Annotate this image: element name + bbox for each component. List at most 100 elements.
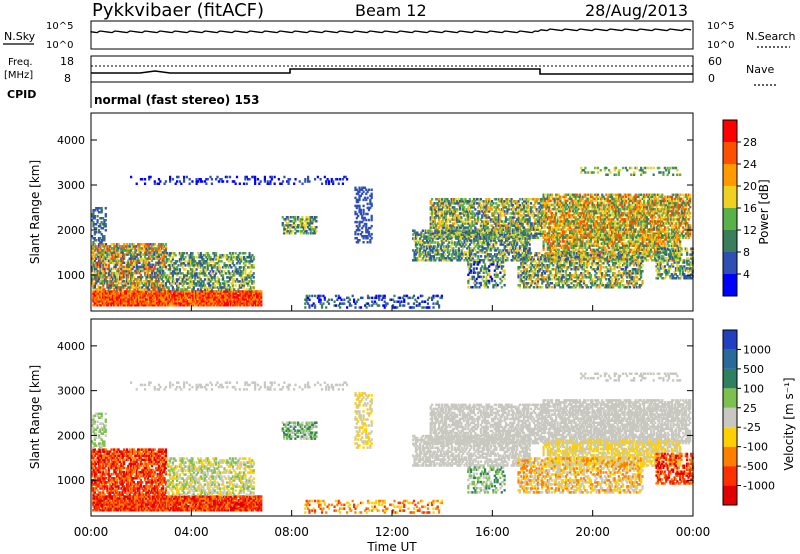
power-cell <box>234 182 237 185</box>
power-cell <box>492 233 495 236</box>
power-cell <box>370 196 373 200</box>
power-cell <box>504 259 508 262</box>
power-cell <box>485 220 488 223</box>
power-cell <box>213 266 216 269</box>
power-cell <box>171 294 174 297</box>
power-cell <box>189 260 193 263</box>
power-cell <box>517 214 520 217</box>
power-cell <box>153 243 156 246</box>
power-cell <box>269 182 272 185</box>
power-cell <box>99 237 102 240</box>
power-cell <box>503 245 506 248</box>
power-cell <box>493 228 496 231</box>
power-cell <box>157 243 161 246</box>
power-cell <box>168 304 171 307</box>
power-cell <box>460 245 463 248</box>
power-cell <box>115 294 119 297</box>
power-cell <box>100 249 103 252</box>
power-cell <box>492 255 495 258</box>
power-cell <box>509 241 512 244</box>
power-cell <box>118 302 121 305</box>
power-cell <box>450 247 454 250</box>
power-cell <box>284 224 287 227</box>
power-cell <box>555 224 558 227</box>
power-cell <box>542 222 545 225</box>
power-cell <box>168 300 171 303</box>
power-cell <box>370 214 373 218</box>
power-cell <box>482 206 485 209</box>
power-cell <box>477 261 480 264</box>
power-cell <box>244 262 247 265</box>
power-cell <box>191 276 194 279</box>
power-cell <box>154 294 157 297</box>
power-cell <box>120 267 123 271</box>
power-cell <box>285 232 289 235</box>
power-cell <box>357 204 360 208</box>
power-cell <box>154 302 157 305</box>
power-cell <box>210 268 214 271</box>
power-cell <box>143 243 147 246</box>
power-cell <box>482 275 485 279</box>
power-cell <box>120 300 123 303</box>
power-cell <box>247 302 250 305</box>
power-cell <box>199 262 202 265</box>
power-cell <box>171 266 175 269</box>
power-cell <box>95 300 98 303</box>
power-cell <box>160 253 163 256</box>
power-cell <box>176 286 179 289</box>
power-cell <box>117 253 120 256</box>
power-cell <box>231 282 234 285</box>
power-cell <box>195 256 198 259</box>
power-cell <box>111 257 115 260</box>
power-cell <box>441 231 444 234</box>
power-cell <box>162 253 165 256</box>
power-cell <box>489 253 492 256</box>
power-cell <box>162 247 165 250</box>
power-cell <box>549 220 552 223</box>
power-cell <box>188 262 191 265</box>
power-cell <box>102 259 105 262</box>
power-cell <box>121 247 124 250</box>
power-cell <box>122 290 125 293</box>
power-cell <box>431 247 434 250</box>
power-cell <box>215 280 218 283</box>
power-cell <box>362 224 365 228</box>
power-cell <box>245 288 248 291</box>
power-cell <box>249 278 253 281</box>
power-cell <box>457 237 461 240</box>
nave-tick-high: 60 <box>708 55 722 68</box>
power-cell <box>432 220 435 223</box>
power-cell <box>247 276 250 279</box>
power-cell <box>490 236 494 239</box>
power-cell <box>171 302 174 305</box>
power-cell <box>541 198 544 201</box>
power-cell <box>489 231 492 234</box>
power-cell <box>365 212 368 216</box>
power-cell <box>365 192 368 196</box>
power-cell <box>160 251 163 254</box>
power-cell <box>517 218 520 221</box>
power-cell <box>213 254 216 257</box>
power-cell <box>181 256 184 259</box>
power-cell <box>136 298 139 301</box>
power-cell <box>197 290 200 293</box>
power-cell <box>163 292 166 295</box>
power-cell <box>481 249 484 252</box>
power-cell <box>100 290 103 293</box>
power-cell <box>92 282 95 285</box>
power-cell <box>159 261 162 265</box>
power-cell <box>142 269 145 273</box>
power-cell <box>425 247 429 250</box>
power-cell <box>482 247 486 250</box>
power-cell <box>316 175 319 179</box>
power-cell <box>252 276 255 279</box>
power-cell <box>468 249 472 252</box>
power-cell <box>299 220 303 223</box>
power-cell <box>449 237 452 240</box>
power-cell <box>354 220 357 224</box>
power-cell <box>235 302 238 305</box>
power-cell <box>525 198 528 201</box>
power-cell <box>504 245 508 248</box>
power-cell <box>257 300 260 303</box>
power-cell <box>128 288 131 291</box>
